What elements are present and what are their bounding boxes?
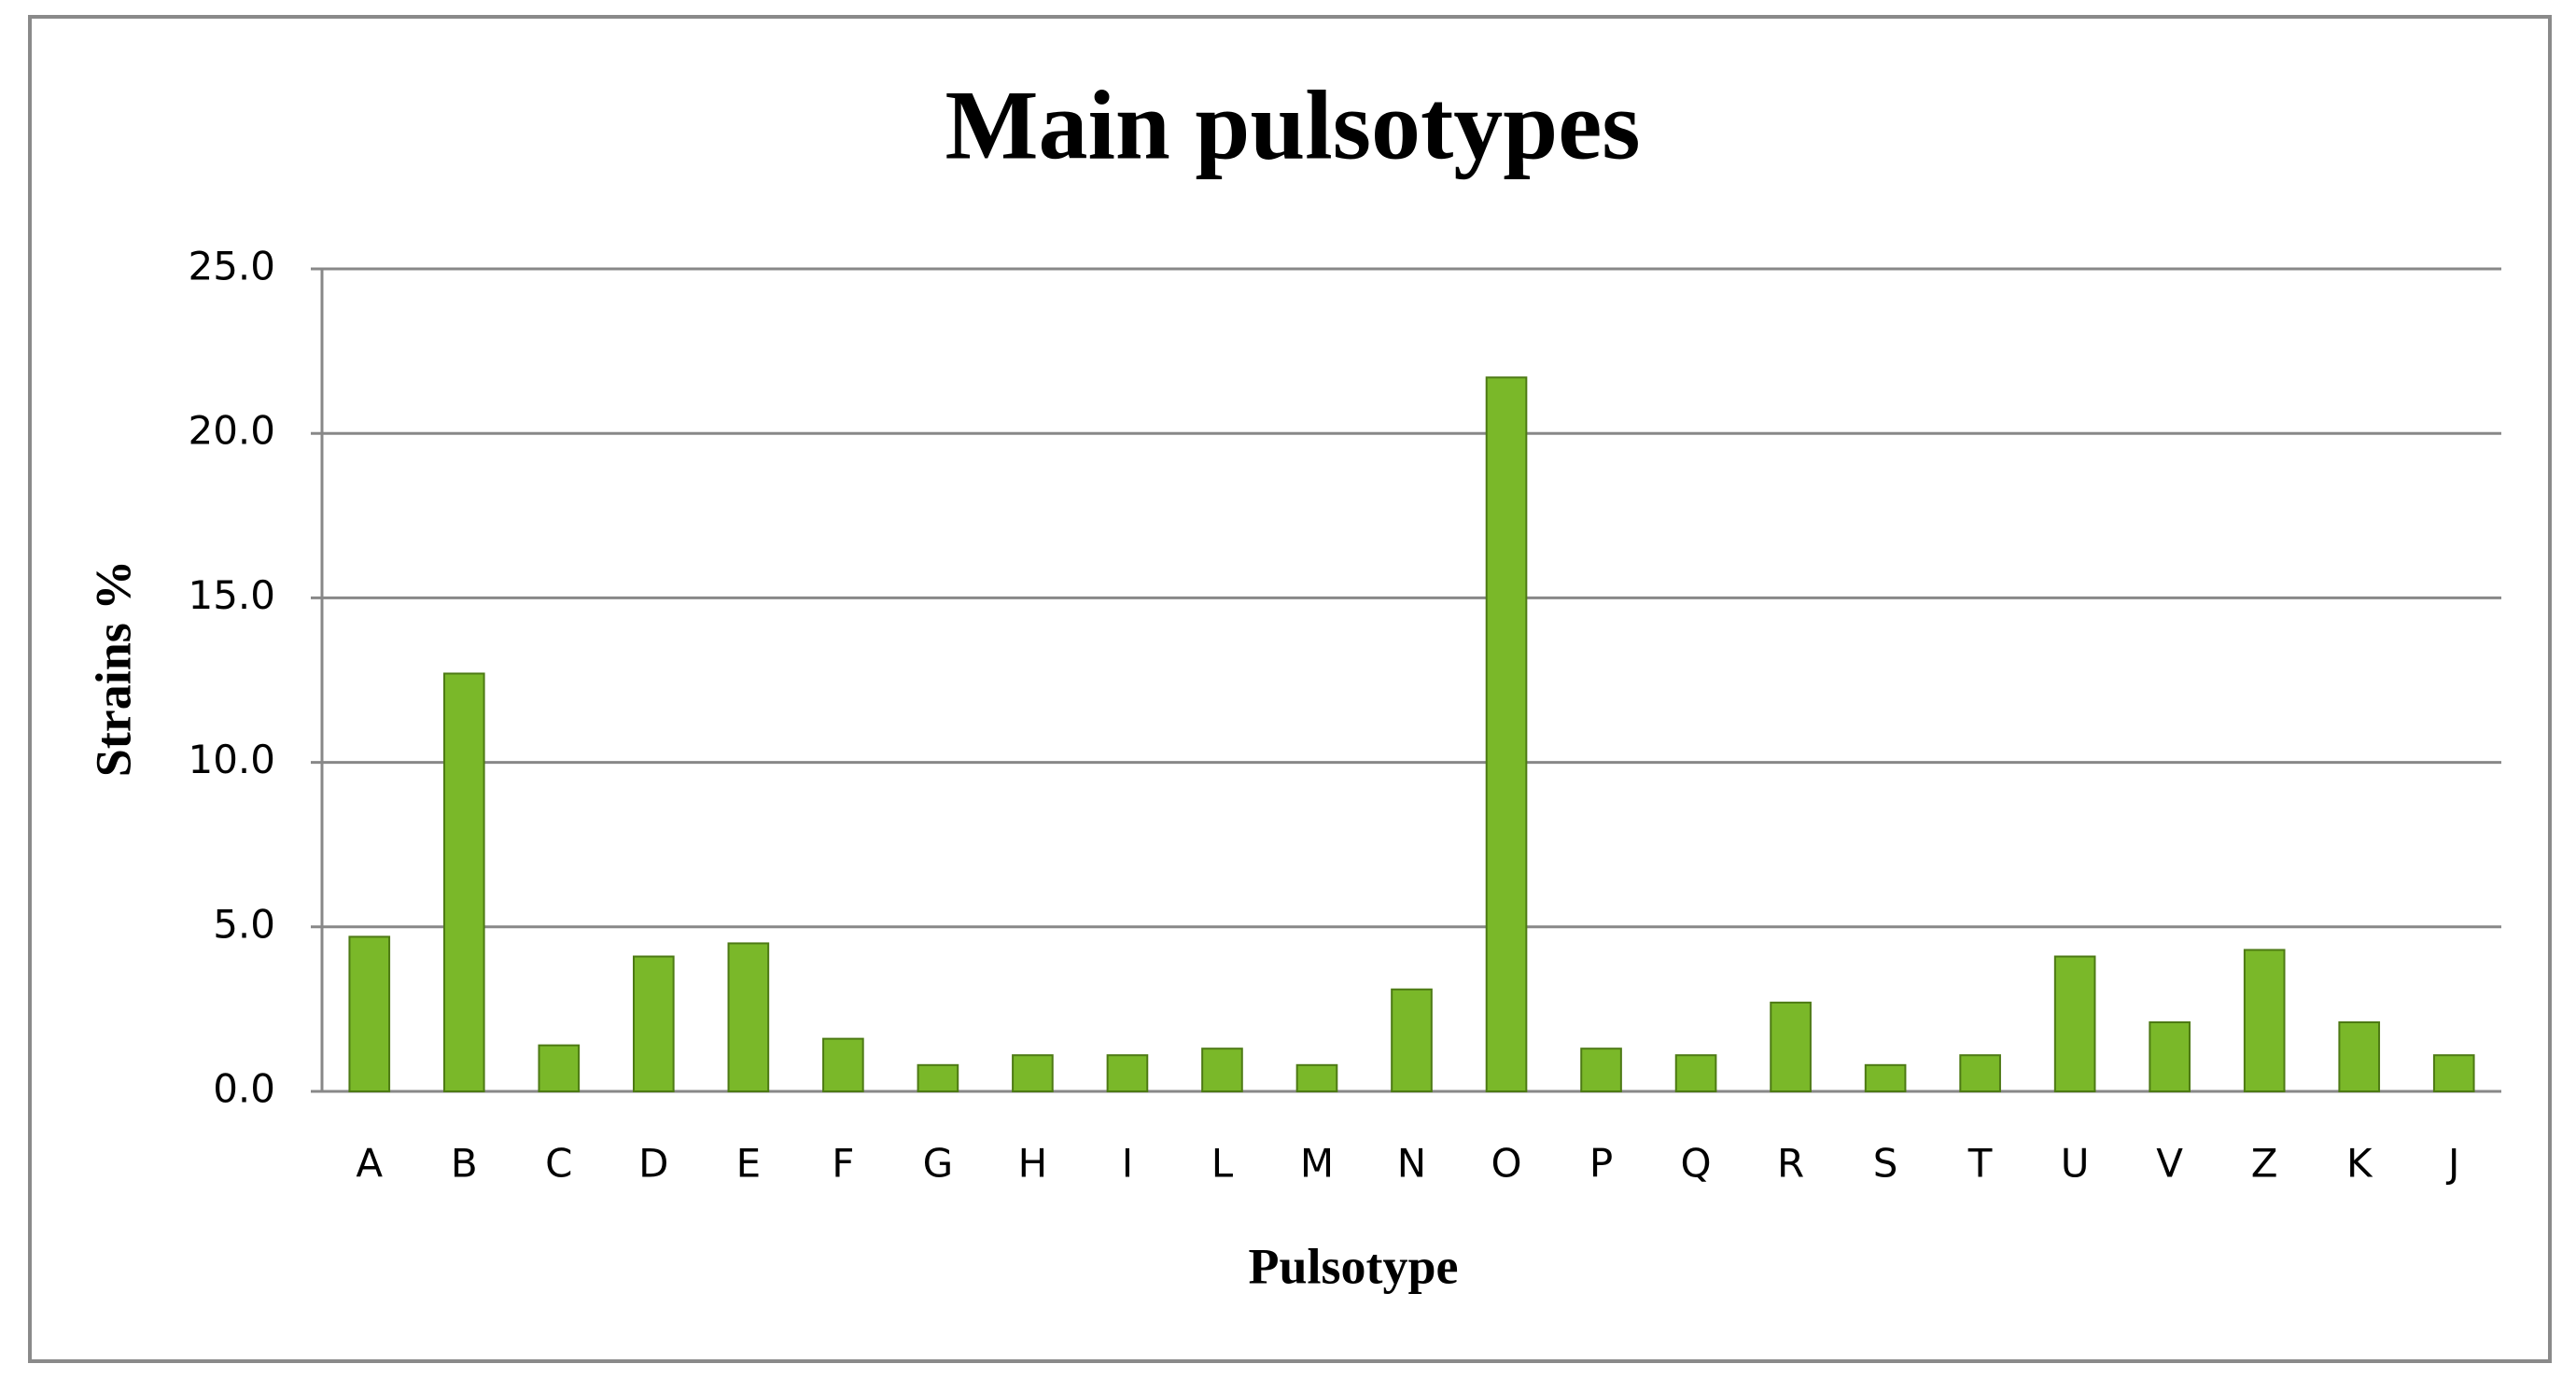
bar	[348, 935, 391, 1093]
y-axis-label: Strains %	[85, 560, 141, 778]
x-tick-label: Q	[1681, 1141, 1712, 1187]
y-tick-label: 25.0	[188, 244, 275, 289]
x-tick-label: F	[832, 1141, 854, 1187]
x-tick-label: A	[356, 1141, 383, 1187]
bar	[1295, 1063, 1338, 1092]
bar	[1201, 1048, 1243, 1092]
x-tick-label: D	[638, 1141, 668, 1187]
bar	[917, 1063, 959, 1092]
x-tick-label: O	[1491, 1141, 1521, 1187]
x-axis-label: Pulsotype	[1248, 1238, 1458, 1294]
bar	[1959, 1054, 2001, 1092]
bar	[822, 1037, 864, 1092]
x-tick-label: S	[1873, 1141, 1898, 1187]
bar	[538, 1044, 581, 1092]
x-tick-label: Z	[2251, 1141, 2278, 1187]
x-tick-label: U	[2061, 1141, 2090, 1187]
y-tick-label: 0.0	[213, 1066, 275, 1112]
x-tick-label: G	[923, 1141, 954, 1187]
bar	[633, 955, 675, 1092]
x-tick-label: P	[1589, 1141, 1613, 1187]
bar	[1674, 1054, 1717, 1092]
y-tick-label: 15.0	[188, 572, 275, 618]
x-tick-label: N	[1397, 1141, 1426, 1187]
bar	[1485, 376, 1528, 1092]
x-tick-label: B	[451, 1141, 478, 1187]
x-tick-label: H	[1018, 1141, 1048, 1187]
x-tick-label: M	[1300, 1141, 1334, 1187]
bar	[1580, 1048, 1622, 1092]
x-tick-label: T	[1967, 1141, 1993, 1187]
x-tick-label: L	[1211, 1141, 1234, 1187]
bar	[2243, 949, 2286, 1093]
x-tick-label: I	[1122, 1141, 1133, 1187]
x-tick-label: E	[736, 1141, 762, 1187]
bar	[2338, 1020, 2381, 1092]
x-tick-label: V	[2156, 1141, 2183, 1187]
bar	[727, 942, 770, 1092]
bar	[442, 672, 485, 1093]
bar	[1106, 1054, 1149, 1092]
y-tick-label: 5.0	[213, 901, 275, 947]
chart-title: Main pulsotypes	[945, 70, 1640, 179]
y-tick-label: 20.0	[188, 408, 275, 454]
bar	[2432, 1054, 2475, 1092]
bar	[1012, 1054, 1054, 1092]
bar	[1391, 988, 1433, 1092]
bar	[2053, 955, 2096, 1092]
y-tick-label: 10.0	[188, 737, 275, 782]
bar	[2149, 1020, 2191, 1092]
x-tick-label: K	[2346, 1141, 2373, 1187]
x-tick-label: C	[545, 1141, 572, 1187]
bar	[1770, 1001, 1812, 1093]
x-tick-label: J	[2445, 1141, 2459, 1187]
bar	[1864, 1063, 1907, 1092]
x-tick-label: R	[1777, 1141, 1804, 1187]
